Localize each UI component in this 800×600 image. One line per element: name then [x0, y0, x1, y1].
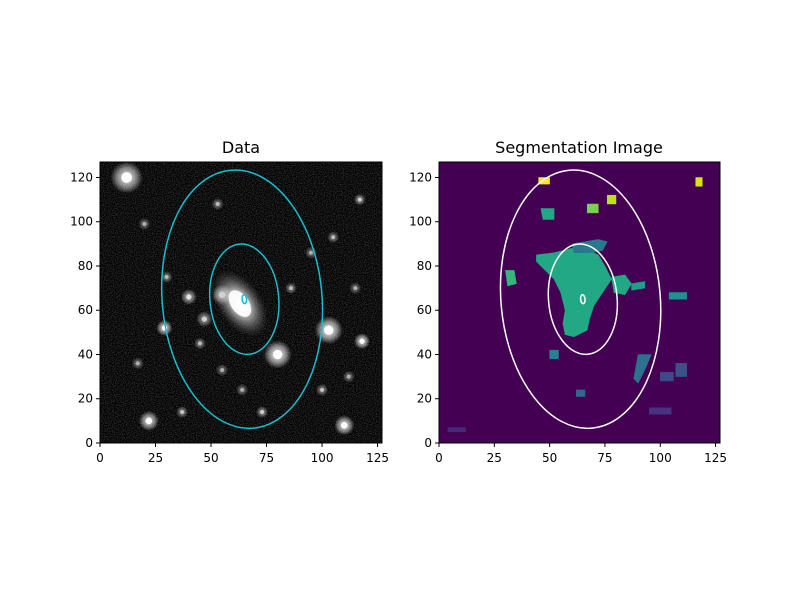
- x-tick-label: 25: [148, 451, 163, 465]
- x-tick-label: 0: [435, 451, 443, 465]
- segment-seg-corner2: [695, 177, 703, 187]
- segment-seg-low2: [675, 363, 688, 377]
- star: [288, 286, 293, 291]
- data-panel: Data 0 25 50 75 100 125 0 20 40 60 80 100 120: [70, 138, 389, 465]
- segment-seg-low3: [660, 371, 674, 382]
- star: [353, 286, 358, 291]
- y-tick-label: 0: [424, 436, 432, 450]
- star: [357, 197, 362, 202]
- y-tick-label: 20: [78, 392, 93, 406]
- y-tick-label: 120: [409, 170, 432, 184]
- star: [220, 367, 225, 372]
- aperture-ellipse-middle: [208, 243, 280, 356]
- y-tick-label: 80: [78, 259, 93, 273]
- segment-seg-bottom1: [648, 407, 672, 415]
- segment-seg-low1: [633, 354, 652, 384]
- y-tick-label: 20: [417, 392, 432, 406]
- y-tick-label: 100: [409, 215, 432, 229]
- aperture-ellipse-inner: [579, 294, 586, 305]
- star: [135, 361, 140, 366]
- star: [240, 387, 245, 392]
- y-tick-label: 0: [85, 436, 93, 450]
- x-tick-label: 100: [311, 451, 334, 465]
- segmentation-axes-frame: [438, 161, 721, 444]
- star: [197, 341, 202, 346]
- segmentation-panel-title: Segmentation Image: [495, 138, 663, 157]
- aperture-ellipse-inner: [241, 294, 248, 305]
- y-tick-label: 120: [70, 170, 93, 184]
- star: [331, 235, 336, 240]
- star: [121, 172, 132, 183]
- y-tick-label: 80: [417, 259, 432, 273]
- aperture-ellipse-outer: [160, 169, 324, 430]
- segment-seg-top1: [540, 208, 555, 220]
- segment-seg-top3: [606, 194, 617, 205]
- star: [215, 202, 220, 207]
- star-glow: [216, 363, 229, 376]
- star: [340, 421, 348, 429]
- star: [272, 349, 283, 360]
- segment-seg-bottom3: [447, 427, 466, 433]
- star-glow: [342, 370, 355, 383]
- star: [145, 417, 153, 425]
- data-panel-title: Data: [222, 138, 260, 157]
- segment-seg-small1: [549, 349, 559, 360]
- star: [324, 325, 334, 335]
- segment-seg-top2: [586, 203, 599, 214]
- star-glow: [131, 357, 144, 370]
- star: [359, 338, 365, 344]
- x-tick-label: 75: [597, 451, 612, 465]
- star: [186, 294, 192, 300]
- star: [164, 275, 169, 280]
- x-tick-label: 75: [259, 451, 274, 465]
- segmentation-panel: Segmentation Image 0 25 50 75 100 125 0 20 40 60…: [409, 138, 727, 465]
- segment-seg-right2: [668, 292, 688, 300]
- star: [308, 250, 313, 255]
- star: [180, 410, 185, 415]
- aperture-ellipse-middle: [547, 243, 619, 356]
- star: [320, 387, 325, 392]
- y-tick-label: 100: [70, 215, 93, 229]
- star: [142, 221, 147, 226]
- segment-seg-bottom2: [575, 389, 586, 397]
- segment-seg-right1: [631, 281, 646, 291]
- segment-seg-left: [505, 270, 517, 287]
- data-image-content: [100, 162, 382, 443]
- x-tick-label: 50: [203, 451, 218, 465]
- star-glow: [138, 217, 151, 230]
- y-tick-label: 40: [78, 347, 93, 361]
- segmentation-image-content: [447, 169, 703, 433]
- x-tick-label: 50: [542, 451, 557, 465]
- x-tick-label: 25: [487, 451, 502, 465]
- x-tick-label: 125: [704, 451, 727, 465]
- star-glow: [349, 282, 362, 295]
- y-tick-label: 60: [78, 303, 93, 317]
- y-tick-label: 60: [417, 303, 432, 317]
- star: [201, 316, 208, 322]
- y-tick-label: 40: [417, 347, 432, 361]
- star: [260, 410, 265, 415]
- x-tick-label: 100: [649, 451, 672, 465]
- star: [346, 374, 351, 379]
- aperture-ellipse-outer: [499, 169, 662, 430]
- data-axes-frame: [99, 161, 383, 444]
- star-glow: [236, 383, 249, 396]
- x-tick-label: 125: [366, 451, 389, 465]
- x-tick-label: 0: [96, 451, 104, 465]
